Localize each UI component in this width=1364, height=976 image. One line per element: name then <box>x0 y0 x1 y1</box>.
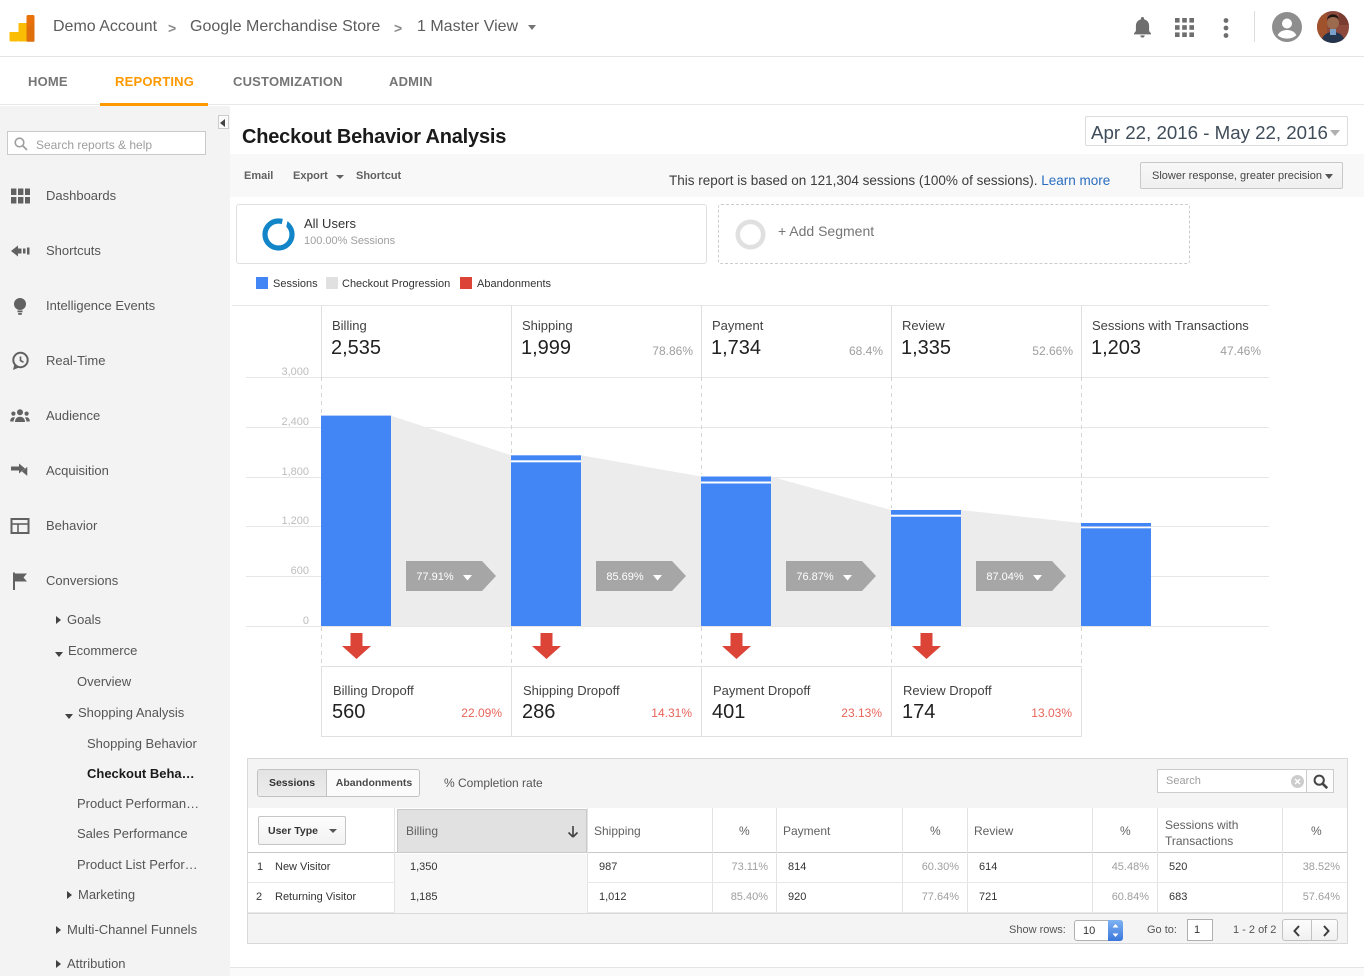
svg-text:1,200: 1,200 <box>281 515 309 527</box>
svg-text:14.31%: 14.31% <box>651 706 692 720</box>
svg-text:1,800: 1,800 <box>281 466 309 478</box>
svg-text:22.09%: 22.09% <box>461 706 502 720</box>
svg-text:3,000: 3,000 <box>281 366 309 378</box>
svg-text:560: 560 <box>332 701 365 723</box>
svg-text:401: 401 <box>712 701 745 723</box>
svg-text:47.46%: 47.46% <box>1220 344 1261 358</box>
svg-text:2,400: 2,400 <box>281 416 309 428</box>
svg-text:77.91%: 77.91% <box>416 571 454 583</box>
svg-text:Payment Dropoff: Payment Dropoff <box>713 683 811 698</box>
svg-text:Review: Review <box>902 318 945 333</box>
svg-text:174: 174 <box>902 701 935 723</box>
svg-text:1,203: 1,203 <box>1091 337 1141 359</box>
svg-text:2,535: 2,535 <box>331 337 381 359</box>
svg-text:68.4%: 68.4% <box>849 344 883 358</box>
svg-text:23.13%: 23.13% <box>841 706 882 720</box>
svg-text:Payment: Payment <box>712 318 764 333</box>
svg-text:13.03%: 13.03% <box>1031 706 1072 720</box>
svg-text:Billing Dropoff: Billing Dropoff <box>333 683 414 698</box>
svg-text:0: 0 <box>303 615 309 627</box>
svg-text:1,999: 1,999 <box>521 337 571 359</box>
svg-text:78.86%: 78.86% <box>652 344 693 358</box>
svg-text:Shipping Dropoff: Shipping Dropoff <box>523 683 620 698</box>
svg-text:76.87%: 76.87% <box>796 571 834 583</box>
svg-text:52.66%: 52.66% <box>1032 344 1073 358</box>
svg-text:87.04%: 87.04% <box>986 571 1024 583</box>
svg-text:Review Dropoff: Review Dropoff <box>903 683 992 698</box>
svg-text:286: 286 <box>522 701 555 723</box>
svg-text:85.69%: 85.69% <box>606 571 644 583</box>
svg-text:Shipping: Shipping <box>522 318 573 333</box>
svg-text:Billing: Billing <box>332 318 367 333</box>
svg-text:Sessions with Transactions: Sessions with Transactions <box>1092 318 1249 333</box>
svg-text:600: 600 <box>291 565 309 577</box>
svg-text:1,335: 1,335 <box>901 337 951 359</box>
svg-text:1,734: 1,734 <box>711 337 761 359</box>
